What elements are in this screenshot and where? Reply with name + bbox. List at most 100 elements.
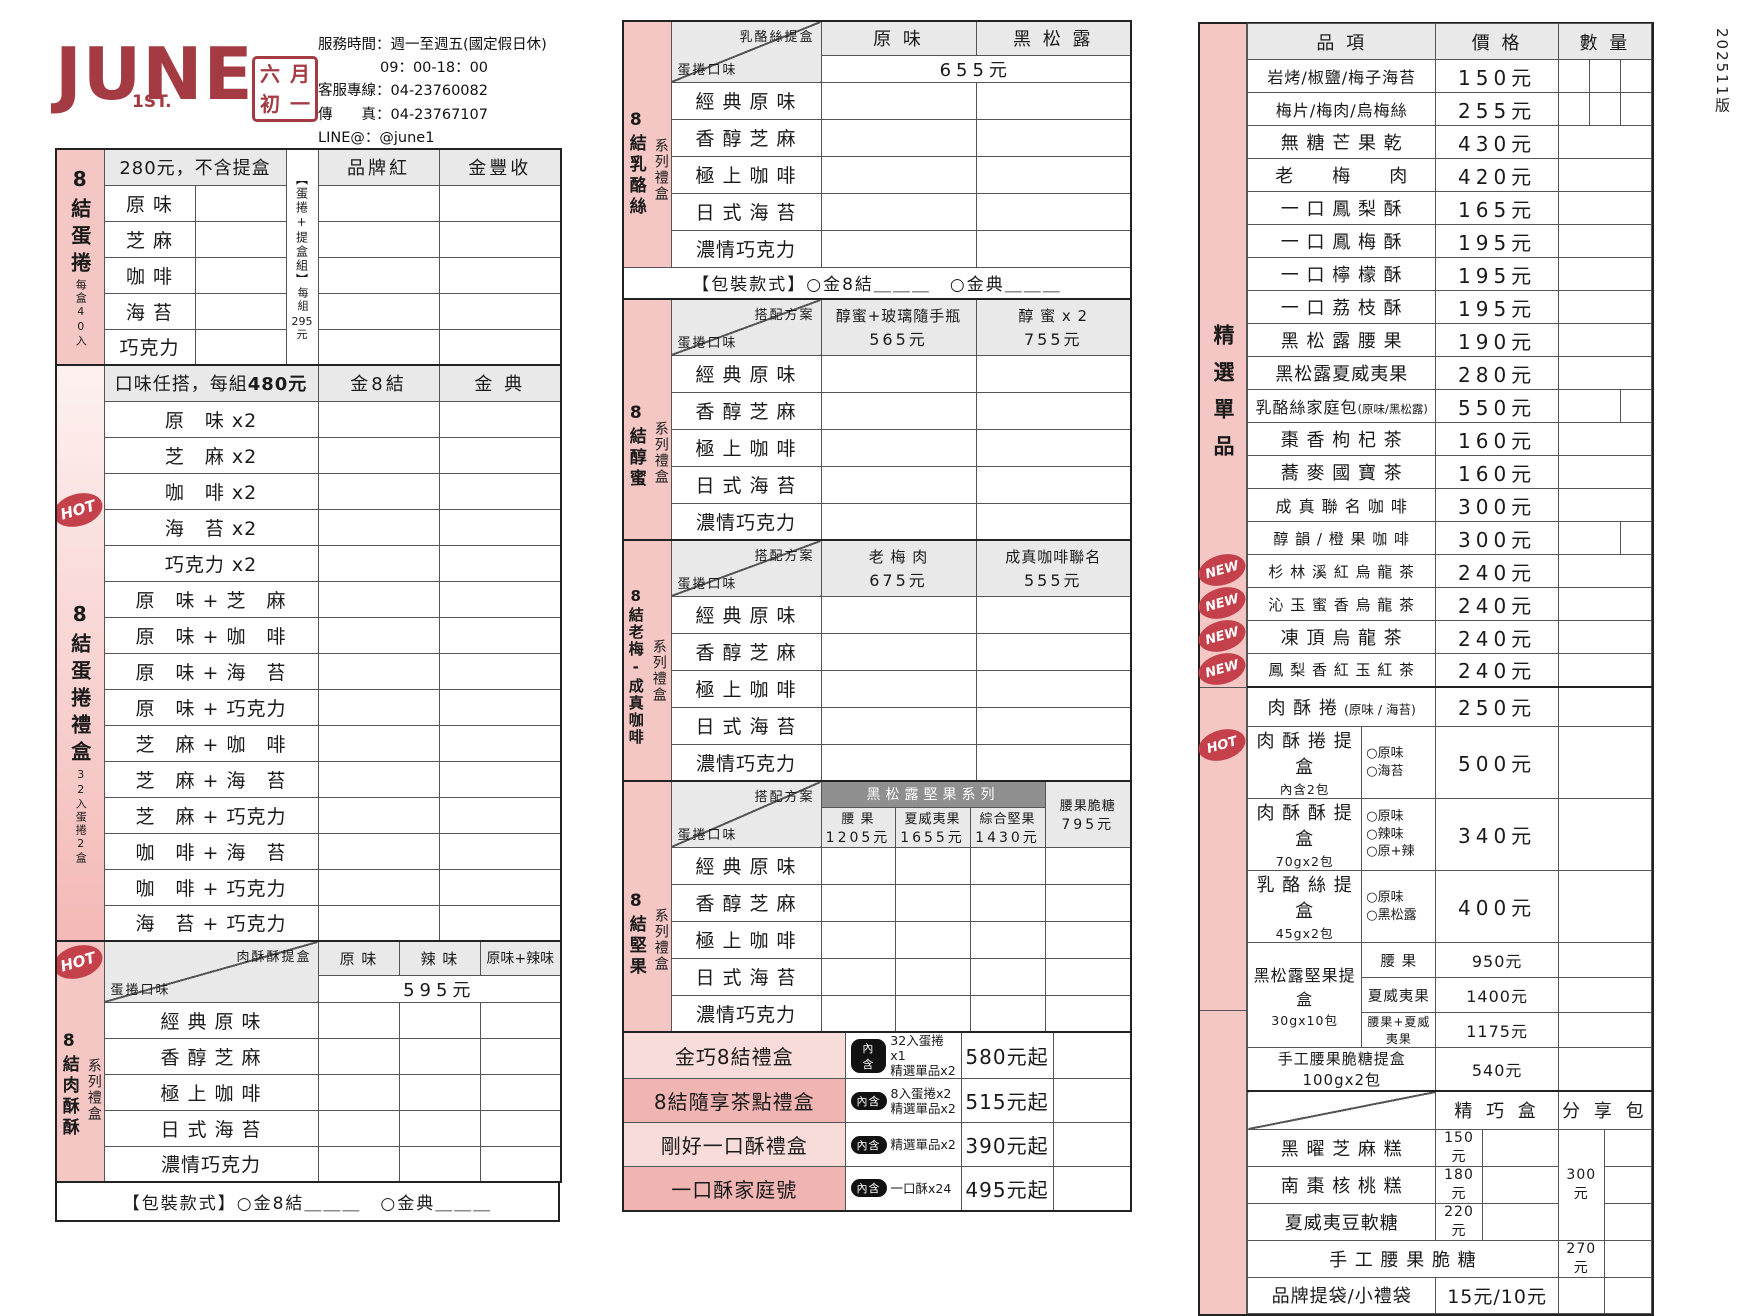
qty-cell[interactable] [969,920,1046,959]
qty-cell[interactable] [969,957,1046,996]
qty-cell[interactable] [438,328,562,366]
qty-cell[interactable] [1557,521,1621,555]
qty-cell[interactable] [1044,846,1132,885]
qty-cell[interactable] [820,632,977,671]
packaging-style-footer[interactable]: 【包裝款式】○金8結＿＿＿ ○金典＿＿＿ [55,1181,560,1222]
qty-cell[interactable] [1557,158,1653,192]
qty-cell[interactable] [317,652,440,690]
qty-cell[interactable] [317,508,440,546]
qty-cell[interactable] [317,184,440,222]
qty-cell[interactable] [1557,653,1653,687]
qty-cell[interactable] [1557,422,1653,456]
qty-cell[interactable] [317,472,440,510]
qty-cell[interactable] [820,669,977,708]
qty-cell[interactable] [820,846,896,885]
qty-cell[interactable] [317,832,440,870]
qty-cell[interactable] [1619,389,1653,423]
qty-cell[interactable] [1044,957,1132,996]
qty-cell[interactable] [820,957,896,996]
qty-cell[interactable] [894,846,971,885]
qty-cell[interactable] [975,669,1132,708]
qty-cell[interactable] [438,724,562,762]
qty-cell[interactable] [1557,587,1653,621]
qty-cell[interactable] [317,1037,400,1075]
qty-cell[interactable] [479,1001,562,1039]
qty-cell[interactable] [438,688,562,726]
qty-cell[interactable] [1588,59,1621,93]
qty-cell[interactable] [438,616,562,654]
qty-cell[interactable] [438,220,562,258]
qty-cell[interactable] [975,391,1132,430]
qty-cell[interactable] [479,1073,562,1111]
qty-cell[interactable] [398,1109,481,1147]
qty-cell[interactable] [438,508,562,546]
qty-cell[interactable] [1603,1165,1653,1204]
qty-cell[interactable] [317,724,440,762]
qty-cell[interactable] [317,1073,400,1111]
qty-cell[interactable] [1557,92,1590,126]
qty-cell[interactable] [1557,554,1653,588]
qty-cell[interactable] [194,328,287,366]
qty-cell[interactable] [1619,92,1653,126]
qty-cell[interactable] [1557,257,1653,291]
qty-cell[interactable] [1557,977,1653,1013]
qty-cell[interactable] [1481,1202,1559,1241]
qty-cell[interactable] [317,400,440,438]
qty-cell[interactable] [975,192,1132,231]
qty-cell[interactable] [1044,994,1132,1033]
qty-cell[interactable] [975,155,1132,194]
qty-cell[interactable] [1619,59,1653,93]
qty-cell[interactable] [1052,1122,1132,1167]
option-choice[interactable]: ○原+辣 [1366,844,1415,860]
qty-cell[interactable] [438,832,562,870]
qty-cell[interactable] [820,428,977,467]
qty-cell[interactable] [1557,870,1653,943]
qty-cell[interactable] [969,883,1046,922]
qty-cell[interactable] [1557,620,1653,654]
qty-cell[interactable] [820,883,896,922]
qty-cell[interactable] [820,706,977,745]
qty-cell[interactable] [438,796,562,834]
qty-cell[interactable] [317,1109,400,1147]
qty-cell[interactable] [438,292,562,330]
qty-cell[interactable] [820,920,896,959]
qty-cell[interactable] [975,428,1132,467]
qty-cell[interactable] [1557,1276,1605,1314]
qty-cell[interactable] [975,706,1132,745]
qty-cell[interactable] [820,229,977,268]
option-choice[interactable]: ○黑松露 [1366,907,1417,923]
qty-cell[interactable] [438,436,562,474]
packaging-style-footer[interactable]: 【包裝款式】○金8結＿＿＿ ○金典＿＿＿ [622,266,1132,300]
qty-cell[interactable] [1044,883,1132,922]
qty-cell[interactable] [820,354,977,393]
qty-cell[interactable] [820,465,977,504]
qty-cell[interactable] [1603,1239,1653,1278]
qty-cell[interactable] [317,256,440,294]
qty-cell[interactable] [975,743,1132,782]
qty-cell[interactable] [317,868,440,906]
qty-cell[interactable] [317,220,440,258]
qty-cell[interactable] [438,580,562,618]
qty-cell[interactable] [438,256,562,294]
qty-cell[interactable] [438,868,562,906]
qty-cell[interactable] [1557,726,1653,799]
qty-cell[interactable] [438,904,562,942]
qty-cell[interactable] [438,472,562,510]
qty-cell[interactable] [1481,1128,1559,1167]
qty-cell[interactable] [975,502,1132,541]
qty-cell[interactable] [975,632,1132,671]
qty-cell[interactable] [317,1145,400,1183]
qty-cell[interactable] [1557,59,1590,93]
qty-cell[interactable] [479,1037,562,1075]
qty-cell[interactable] [894,994,971,1033]
qty-cell[interactable] [975,229,1132,268]
qty-cell[interactable] [317,1001,400,1039]
qty-cell[interactable] [820,595,977,634]
qty-cell[interactable] [1603,1276,1653,1314]
qty-cell[interactable] [1052,1078,1132,1123]
qty-cell[interactable] [894,883,971,922]
qty-cell[interactable] [975,465,1132,504]
qty-cell[interactable] [1044,920,1132,959]
qty-cell[interactable] [1557,323,1653,357]
qty-cell[interactable] [820,391,977,430]
